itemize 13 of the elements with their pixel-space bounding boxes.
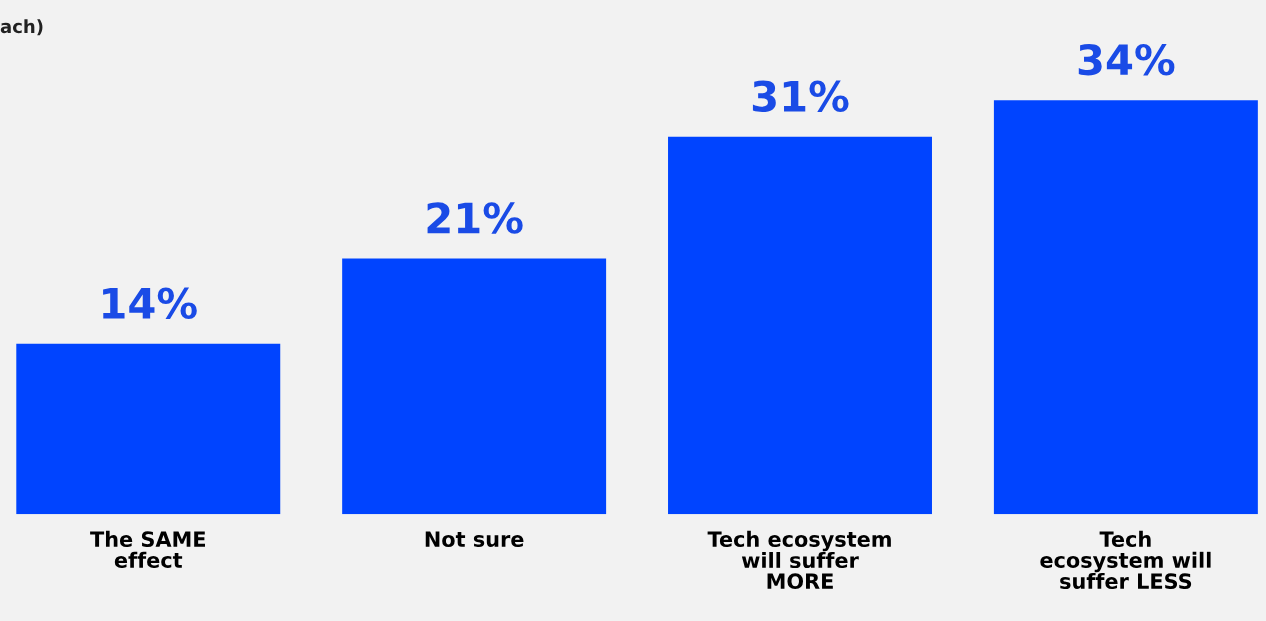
bar [342, 258, 607, 515]
x-tick-label: Tech ecosystem will suffer MORE [707, 530, 891, 590]
x-tick-label: Tech ecosystem will suffer LESS [1040, 530, 1211, 590]
data-label: 31% [752, 80, 849, 112]
bar [668, 136, 932, 515]
bar [16, 343, 281, 515]
x-tick-label: The SAME effect [90, 530, 205, 568]
data-label: 21% [427, 202, 523, 234]
bar [993, 100, 1258, 515]
data-label: 34% [1078, 43, 1175, 76]
x-tick-label: Not sure [425, 531, 524, 547]
text: ach) [0, 19, 43, 36]
data-label: 14% [103, 287, 197, 319]
